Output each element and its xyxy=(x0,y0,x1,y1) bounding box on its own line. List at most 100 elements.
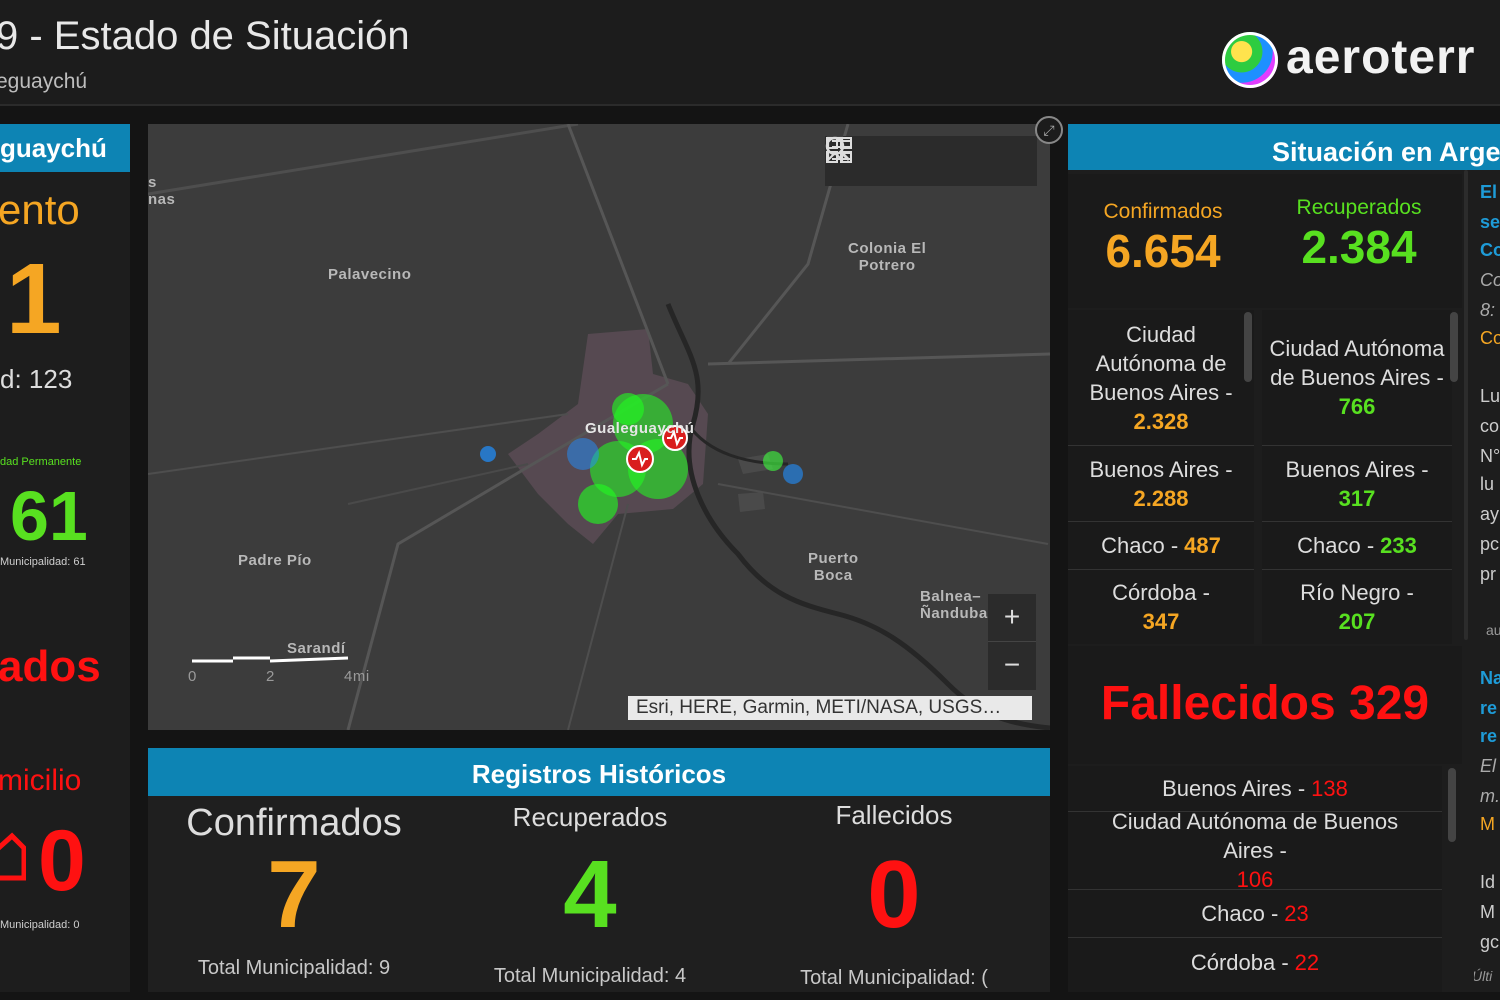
list-item: Buenos Aires -317 xyxy=(1262,446,1452,522)
news-line: re xyxy=(1480,726,1498,746)
section-value: 1 xyxy=(6,243,62,355)
confirmed-kpi-value: 6.654 xyxy=(1105,225,1221,277)
news-line: Id xyxy=(1480,872,1496,892)
globe-logo-icon xyxy=(1222,32,1278,88)
historical-recovered: Recuperados 4 Total Municipalidad: 4 xyxy=(440,796,740,992)
section-value: 0 xyxy=(38,813,86,909)
news-line: co xyxy=(1480,416,1500,436)
recovered-value: 4 xyxy=(563,841,617,948)
zoom-in-button[interactable]: + xyxy=(988,594,1036,642)
news-line: gc xyxy=(1480,932,1500,952)
list-item: Ciudad Autónoma de Buenos Aires -106 xyxy=(1068,809,1442,892)
section-label: ados xyxy=(0,642,101,691)
news-line: El xyxy=(1480,182,1498,202)
news-line: ay xyxy=(1480,504,1500,524)
hospital-marker[interactable] xyxy=(626,445,654,473)
recovered-kpi-value: 2.384 xyxy=(1301,221,1417,273)
scale-label: 2 xyxy=(266,668,275,685)
section-value: 61 xyxy=(10,477,88,555)
news-line: Co xyxy=(1480,270,1500,290)
expand-icon[interactable]: ⤢ xyxy=(1035,116,1063,144)
confirmed-kpi-label: Confirmados xyxy=(1103,200,1223,223)
news-line: M xyxy=(1480,814,1495,834)
recovered-label: Recuperados xyxy=(512,802,668,832)
list-item: Córdoba -22 xyxy=(1190,949,1320,975)
news-line: pr xyxy=(1480,564,1497,584)
dashboard-subtitle: eguaychú xyxy=(0,70,88,93)
news-line: lu xyxy=(1480,474,1495,494)
zoom-out-button[interactable]: − xyxy=(1003,649,1021,680)
news-line: M xyxy=(1480,902,1495,922)
news-line: Últi xyxy=(1474,968,1493,984)
list-item: Córdoba -347 xyxy=(1112,580,1210,634)
map-place-label: Sarandí xyxy=(287,640,346,657)
recovered-kpi: Recuperados 2.384 xyxy=(1264,196,1454,274)
news-line: au xyxy=(1486,622,1500,638)
basemap-icon[interactable] xyxy=(826,137,1027,177)
scrollbar[interactable] xyxy=(1464,170,1468,640)
argentina-heading: Situación en Arge xyxy=(1068,124,1500,170)
news-line: re xyxy=(1480,698,1498,718)
scrollbar[interactable] xyxy=(1450,312,1458,382)
news-line: N° xyxy=(1480,446,1500,466)
recovered-by-province-list[interactable]: Ciudad Autónoma de Buenos Aires -766 Bue… xyxy=(1262,310,1452,644)
zoom-control: + − xyxy=(988,594,1036,690)
news-line: 8: xyxy=(1480,300,1496,320)
map-place-label: Puerto Boca xyxy=(808,550,859,584)
local-panel-heading: guaychú xyxy=(0,124,130,172)
confirmed-label: Confirmados xyxy=(186,802,402,844)
map-view[interactable]: s nas Palavecino Colonia El Potrero Gual… xyxy=(148,124,1050,730)
recovered-total: Total Municipalidad: 4 xyxy=(493,965,687,987)
news-line: m. xyxy=(1480,786,1500,806)
national-kpis: Confirmados 6.654 Recuperados 2.384 xyxy=(1068,174,1462,308)
historical-deaths: Fallecidos 0 Total Municipalidad: ( xyxy=(754,796,1034,992)
national-deaths-kpi: Fallecidos 329 xyxy=(1068,646,1462,764)
list-item: Chaco -23 xyxy=(1068,890,1442,938)
news-feed[interactable]: El se Co Co 8: Co Lu co N° lu ay pc pr a… xyxy=(1474,170,1500,1000)
map-canvas[interactable] xyxy=(148,124,1050,730)
map-place-label: s nas xyxy=(148,174,176,208)
map-attribution[interactable]: Esri, HERE, Garmin, METI/NASA, USGS… xyxy=(628,696,1032,720)
section-caption: dad Permanente xyxy=(0,456,82,468)
list-item: Buenos Aires -138 xyxy=(1068,766,1442,812)
map-city-label: Gualeguaychú xyxy=(585,420,695,437)
bookmark-icon[interactable] xyxy=(826,136,921,177)
scale-bar xyxy=(192,656,349,663)
list-item: Buenos Aires -2.288 xyxy=(1068,446,1254,522)
deaths-total: Total Municipalidad: ( xyxy=(800,967,988,989)
list-item: Chaco -233 xyxy=(1262,522,1452,570)
news-line: se xyxy=(1480,212,1500,232)
news-line: pc xyxy=(1480,534,1500,554)
list-item: Chaco -487 xyxy=(1068,522,1254,570)
list-icon[interactable] xyxy=(826,139,974,177)
logo-text: aeroterr xyxy=(1286,31,1476,84)
historical-records-panel: Registros Históricos Confirmados 7 Total… xyxy=(148,748,1050,992)
argentina-status-panel: Situación en Arge Confirmados 6.654 Recu… xyxy=(1068,124,1500,992)
map-place-label: Padre Pío xyxy=(238,552,312,569)
section-total: Municipalidad: 61 xyxy=(0,556,86,568)
deaths-value: 0 xyxy=(867,841,921,948)
section-label: ento xyxy=(0,186,80,233)
home-icon xyxy=(0,832,26,881)
dashboard-title: 9 - Estado de Situación xyxy=(0,14,410,58)
map-place-label: Palavecino xyxy=(328,266,412,283)
news-line: Lu xyxy=(1480,386,1500,406)
list-item: Río Negro -207 xyxy=(1300,580,1414,634)
news-line: Na xyxy=(1480,668,1500,688)
map-toolbar xyxy=(825,136,1037,186)
local-status-panel: guaychú ento 1 d: 123 dad Permanente 61 … xyxy=(0,124,130,992)
list-item: Ciudad Autónoma de Buenos Aires -766 xyxy=(1262,310,1452,446)
confirmed-by-province-list[interactable]: Ciudad Autónoma de Buenos Aires -2.328 B… xyxy=(1068,310,1254,644)
news-line: El xyxy=(1480,756,1497,776)
news-line: Co xyxy=(1480,328,1500,348)
deaths-by-province-list[interactable]: Buenos Aires -138 Ciudad Autónoma de Bue… xyxy=(1068,766,1442,992)
confirmed-kpi: Confirmados 6.654 xyxy=(1068,200,1258,278)
hospital-marker[interactable] xyxy=(662,425,688,451)
scrollbar[interactable] xyxy=(1244,312,1252,382)
scale-label: 0 xyxy=(188,668,197,685)
dashboard-header: 9 - Estado de Situación eguaychú aeroter… xyxy=(0,0,1500,106)
map-place-label: Colonia El Potrero xyxy=(848,240,927,274)
scrollbar[interactable] xyxy=(1448,768,1456,842)
recovered-kpi-label: Recuperados xyxy=(1296,196,1422,219)
historical-confirmed: Confirmados 7 Total Municipalidad: 9 xyxy=(148,796,440,992)
